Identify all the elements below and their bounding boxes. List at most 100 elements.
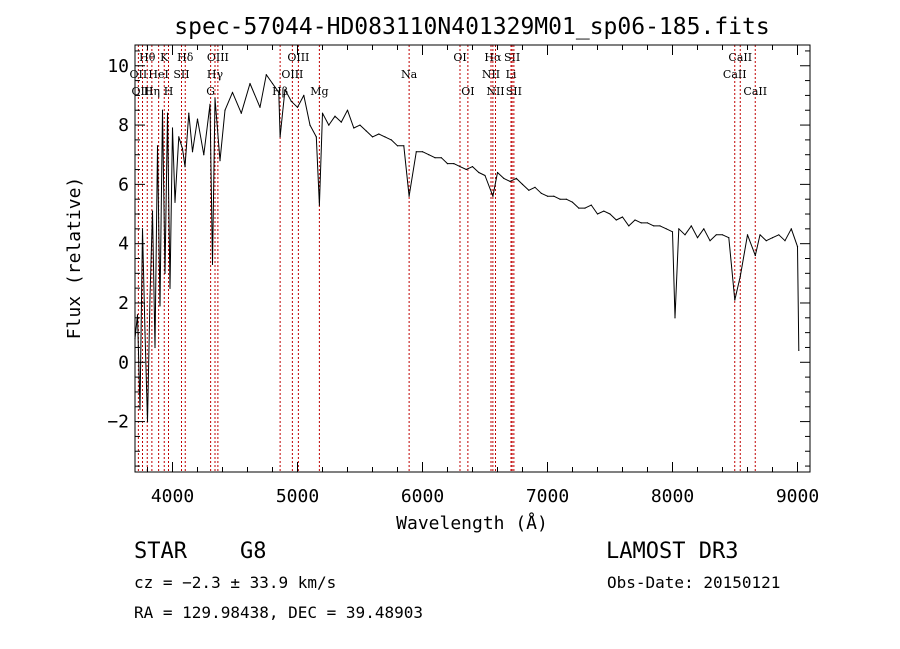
line-label: SII [173,68,189,81]
data-point [709,240,711,242]
data-point [459,166,461,168]
line-label: OIII [207,51,229,64]
data-point [571,201,574,203]
flux-series [134,74,800,423]
data-point [328,124,330,126]
data-point [634,219,636,221]
line-label: H [164,85,174,98]
data-point [284,88,286,91]
data-point [209,103,211,105]
data-point [796,246,799,248]
data-point [346,109,349,111]
line-label: CaII [743,85,767,98]
data-point [596,213,599,215]
data-point [161,109,164,111]
line-label: K [160,51,169,64]
line-label: NII [486,85,504,98]
data-point [509,180,511,182]
data-point [178,136,180,138]
line-label: CaII [728,51,752,64]
data-point [653,225,655,227]
data-point [590,204,592,206]
data-point [156,145,159,147]
data-point [371,136,374,138]
data-point [279,136,281,138]
data-point [219,160,221,162]
line-label: Hθ [139,51,156,64]
line-label: OI [461,85,474,98]
data-point [428,154,430,156]
data-point [684,234,686,236]
data-point [141,228,144,230]
data-point [271,82,274,85]
line-label: NII [482,68,500,81]
data-point [154,346,156,349]
data-point [540,192,542,194]
data-point [278,91,280,93]
line-label: OII [130,68,148,81]
series-line-0 [134,74,800,423]
line-label: Li [506,68,517,81]
data-point [384,136,386,138]
line-label: OIII [131,85,153,98]
data-point [465,168,467,171]
data-point [359,124,361,126]
line-label: CaII [723,68,747,81]
data-point [139,409,141,411]
data-point [734,299,736,301]
data-point [159,305,161,307]
line-label: Na [401,68,418,81]
data-point [309,124,311,126]
data-point [184,166,186,168]
y-tick-label: 6 [118,174,129,195]
object-subclass: G8 [240,539,267,564]
data-point [640,222,642,224]
data-point [671,231,674,233]
axis-ticks: 4000 5000 6000 7000 8000 9000 −2 0 2 4 6 8 10 [107,45,819,507]
line-label: HeI [148,68,168,81]
data-point [546,195,549,197]
data-point [565,198,567,200]
data-point [521,183,524,185]
data-point [484,174,486,177]
line-label: Hγ [207,68,224,81]
data-point [390,139,392,141]
x-axis-label: Wavelength (Å) [396,512,548,534]
data-point [503,177,505,179]
line-label: G [206,85,215,98]
data-point [408,195,410,197]
data-point [665,228,667,230]
data-point [759,234,761,236]
data-point [446,163,449,165]
data-point [171,127,174,129]
y-tick-label: 4 [118,234,129,255]
data-point [715,234,717,236]
data-point [434,157,436,159]
data-point [166,112,169,114]
data-point [174,201,176,203]
data-point [164,272,166,274]
data-point [403,145,405,147]
data-point [303,94,305,96]
y-tick-label: 8 [118,115,129,136]
data-point [703,228,705,230]
data-point [318,204,320,206]
data-point [249,82,251,85]
data-point [492,195,494,197]
data-point [621,216,624,218]
data-point [584,207,586,209]
line-label: Hη [144,85,160,98]
x-tick-label: 5000 [276,486,319,507]
data-point [496,171,499,174]
data-point [149,296,151,298]
data-point [790,228,792,230]
x-tick-label: 6000 [401,486,444,507]
line-label: Hα [484,51,502,64]
x-tick-label: 7000 [526,486,569,507]
data-point [396,145,399,147]
data-point [471,166,474,168]
data-point [674,317,676,319]
x-tick-label: 9000 [776,486,819,507]
line-label: OI [453,51,466,64]
data-point [259,106,261,108]
